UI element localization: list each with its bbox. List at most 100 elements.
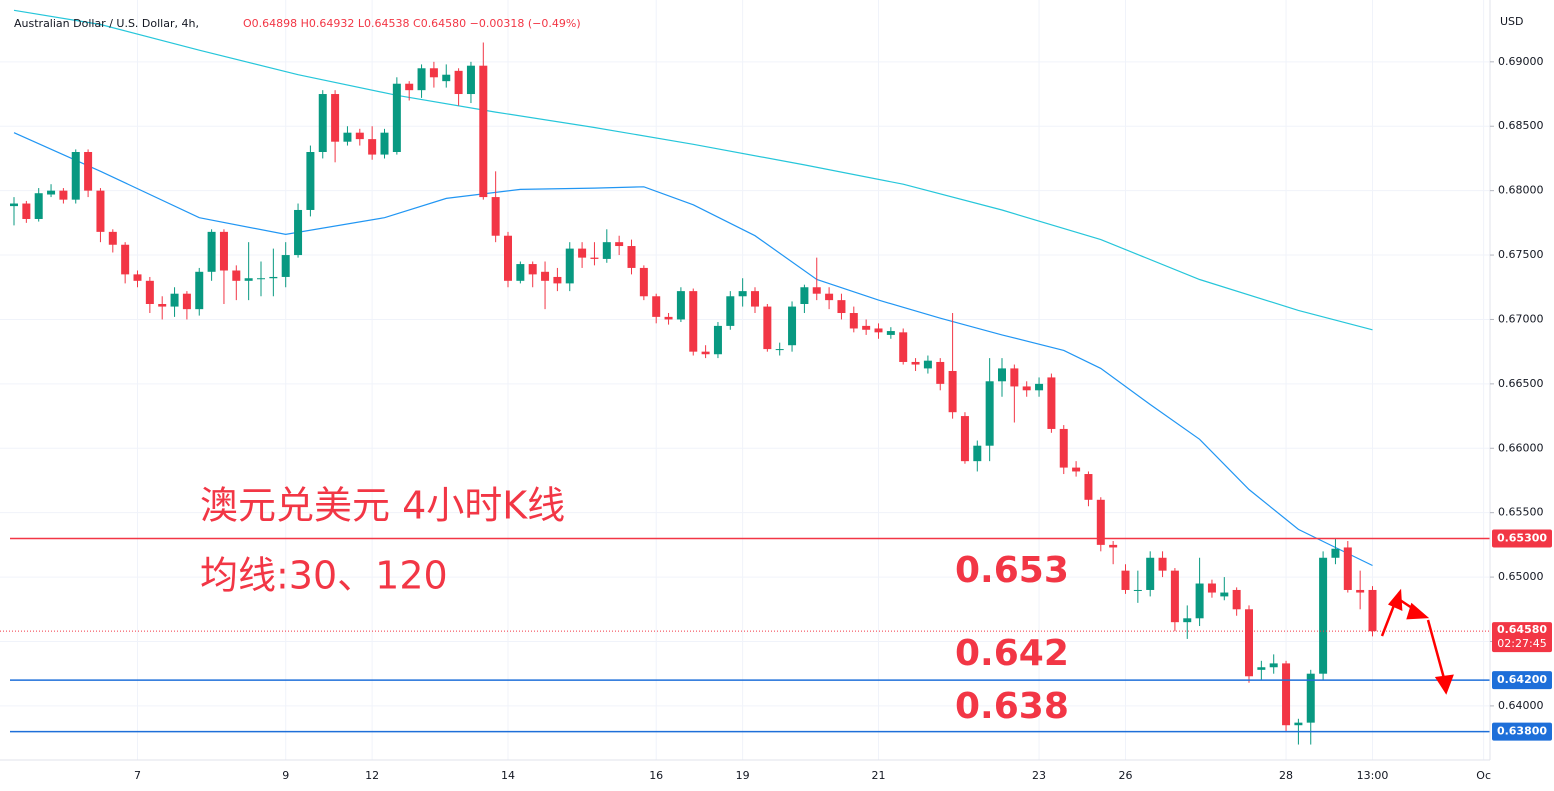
candle-body [306, 152, 315, 210]
forecast-arrows [1380, 588, 1454, 695]
y-tick-label: 0.67000 [1498, 312, 1544, 325]
last-price-label: 0.64580 [1497, 623, 1547, 636]
candle-body [1282, 663, 1291, 726]
candle-body [318, 94, 327, 152]
candle-body [1257, 667, 1266, 670]
candle-body [232, 270, 241, 281]
candle-body [775, 349, 784, 351]
candle-body [1035, 383, 1044, 391]
candle-body [355, 132, 364, 140]
candle-body [713, 325, 722, 355]
candle-body [726, 296, 735, 326]
candle-body [1368, 589, 1377, 632]
candle-body [343, 132, 352, 142]
candle-body [1059, 428, 1068, 468]
last-price-tag [1492, 622, 1552, 653]
candle-body [689, 291, 698, 352]
moving-average [13, 9, 1373, 331]
annotation: 0.638 [955, 686, 1069, 727]
candle-body [244, 278, 253, 281]
candle-body [1158, 557, 1167, 571]
candle-body [528, 264, 537, 275]
y-tick-label: 0.64000 [1498, 699, 1544, 712]
candle-body [1232, 589, 1241, 610]
y-tick-label: 0.66500 [1498, 377, 1544, 390]
price-level-tag [1492, 722, 1552, 741]
x-tick-label: 9 [282, 769, 289, 782]
x-tick-label: 7 [134, 769, 141, 782]
candle-body [862, 325, 871, 330]
candle-body [541, 271, 550, 281]
candle-body [652, 296, 661, 317]
candle-body [553, 276, 562, 284]
candle-body [1146, 557, 1155, 590]
countdown: 02:27:45 [1497, 637, 1546, 650]
candle-body [1195, 583, 1204, 619]
candle-body [1047, 377, 1056, 429]
candle-body [195, 271, 204, 310]
candle-body [1072, 467, 1081, 472]
candle-body [899, 332, 908, 362]
x-tick-label: 19 [736, 769, 750, 782]
candle-body [948, 370, 957, 413]
x-tick-label: 21 [872, 769, 886, 782]
candle-body [442, 74, 451, 82]
x-tick-label: 28 [1279, 769, 1293, 782]
candle-body [627, 246, 636, 268]
price-level-tag [1492, 671, 1552, 690]
candle-body [1183, 618, 1192, 623]
y-tick-label: 0.65500 [1498, 506, 1544, 519]
x-tick-label: 14 [501, 769, 515, 782]
candle-body [998, 368, 1006, 382]
candle-body [602, 242, 611, 259]
candle-body [701, 351, 710, 355]
candle-body [479, 65, 488, 198]
candle-body [1269, 663, 1278, 668]
candle-body [207, 231, 216, 272]
candle-body [257, 278, 265, 280]
candle-body [1010, 368, 1019, 387]
candle-body [133, 274, 142, 281]
candle-body [96, 190, 105, 232]
annotation: 澳元兑美元 4小时K线 [200, 484, 565, 528]
candle-body [1207, 583, 1216, 593]
price-level-tag [1492, 529, 1552, 548]
candle-body [84, 152, 93, 191]
candle-body [429, 68, 438, 78]
axis: 0.640000.645000.650000.655000.660000.665… [134, 55, 1552, 782]
candle-body [294, 209, 303, 256]
candle-body [676, 291, 685, 320]
candle-body [504, 235, 512, 281]
candle-body [973, 445, 982, 462]
x-tick-label: 26 [1119, 769, 1133, 782]
candle-body [874, 328, 883, 333]
price-level-label: 0.63800 [1497, 725, 1547, 738]
candle-body [812, 287, 821, 294]
candle-body [751, 291, 759, 307]
y-tick-label: 0.67500 [1498, 248, 1544, 261]
y-tick-label: 0.68500 [1498, 119, 1544, 132]
annotation: 均线:30、120 [200, 554, 448, 598]
candle-body [182, 293, 191, 310]
candle-body [491, 197, 500, 236]
candle-body [763, 306, 772, 350]
x-tick-label: 23 [1032, 769, 1046, 782]
x-tick-label: 16 [649, 769, 663, 782]
candle-body [1121, 570, 1130, 590]
price-level-label: 0.65300 [1497, 531, 1547, 544]
candle-body [22, 203, 31, 219]
candle-body [985, 381, 994, 446]
candle-body [590, 257, 599, 259]
candle-body [1245, 609, 1253, 677]
candle-body [269, 276, 278, 279]
plot [0, 9, 1490, 745]
candle-body [10, 203, 18, 207]
chart-title: Australian Dollar / U.S. Dollar, 4h, [14, 17, 199, 30]
candle-body [47, 190, 56, 195]
price-level-label: 0.64200 [1497, 673, 1547, 686]
candle-body [1319, 557, 1328, 674]
candle-body [417, 68, 426, 91]
candle-body [405, 83, 414, 91]
